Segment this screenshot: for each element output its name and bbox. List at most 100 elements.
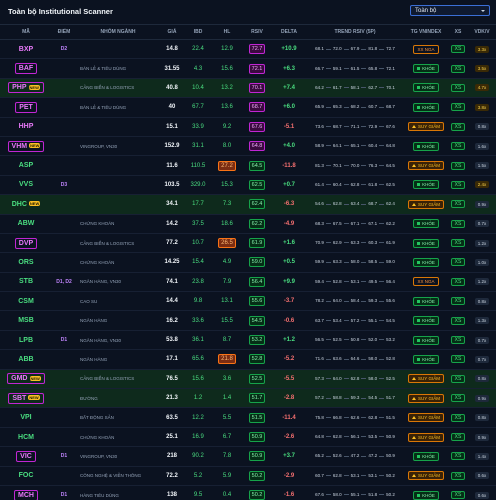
ticker-symbol: LPB	[19, 336, 33, 344]
table-row[interactable]: VHM NEW VINGROUP, VN30 152.9 31.1 8.0 64.8 +4.0…	[0, 136, 496, 157]
ticker[interactable]: PHP NEW	[8, 82, 44, 94]
ibd: 36.1	[192, 337, 204, 344]
ticker[interactable]: DVP	[14, 237, 38, 249]
ticker-symbol: GMD	[11, 375, 28, 383]
ticker[interactable]: ASP	[16, 161, 36, 170]
trend: 64.8 62.8 56.1 53.5 50.9	[315, 434, 395, 439]
ticker[interactable]: VIC	[16, 450, 36, 462]
table-row[interactable]: MSB NGÂN HÀNG 16.2 33.6 15.5 54.5 -0.6 63.7 53.4…	[0, 310, 496, 331]
table-row[interactable]: PHP NEW CẢNG BIỂN & LOGISTICS 40.8 10.4 13.2 7…	[0, 78, 496, 99]
table-cell: 4.7x	[468, 78, 496, 99]
trend-value: 67.9	[342, 46, 360, 51]
ticker[interactable]: BAF	[14, 63, 38, 75]
table-cell: -1.6	[272, 485, 306, 500]
column-header[interactable]: IBD	[184, 25, 212, 40]
table-row[interactable]: HHP 15.1 33.9 9.2 67.6 -5.1 73.6 68.7 71.1 72.9 67…	[0, 117, 496, 137]
table-row[interactable]: ABB NGÂN HÀNG 17.1 65.6 21.8 52.8 -5.2 71.6 63.6…	[0, 349, 496, 370]
delta: -2.9	[283, 472, 295, 479]
column-header[interactable]: DELTA	[272, 25, 306, 40]
table-row[interactable]: BXP D2 14.8 22.4 12.9 72.7 +10.9 68.1 72.0 67.9 81…	[0, 39, 496, 60]
table-row[interactable]: ABW CHỨNG KHOÁN 14.2 37.5 18.6 62.2 -4.9 68.3 67…	[0, 214, 496, 234]
ticker-symbol: VIC	[20, 452, 32, 460]
table-row[interactable]: PET BÁN LẺ & TIÊU DÙNG 40 67.7 13.6 68.7 +6.0 6…	[0, 97, 496, 118]
ticker-symbol: CSM	[18, 297, 34, 305]
table-row[interactable]: SBT NEW ĐƯỜNG 21.3 1.2 1.4 51.7 -2.8 57.2 58.8 59.…	[0, 388, 496, 409]
table-row[interactable]: FOC CÔNG NGHỆ & VIỄN THÔNG 72.2 5.2 5.9 50.2 -…	[0, 466, 496, 486]
table-row[interactable]: BAF BÁN LẺ & TIÊU DÙNG 31.55 4.3 15.6 72.1 +6.…	[0, 58, 496, 79]
table-cell: 9.2	[212, 117, 242, 137]
trend-value: 62.2	[377, 221, 395, 226]
table-row[interactable]: STB D1, D2 NGÂN HÀNG, VN30 74.1 23.8 7.9 56.4 +…	[0, 272, 496, 293]
trend-value: 52.8	[377, 356, 395, 361]
table-cell: XS	[448, 485, 468, 500]
table-cell: DHC NEW	[0, 194, 52, 215]
table-row[interactable]: GMD NEW CẢNG BIỂN & LOGISTICS 76.5 15.6 3.6 52…	[0, 369, 496, 390]
table-row[interactable]: ASP 11.6 110.5 27.2 64.5 -11.8 81.3 70.1 70.0 76.…	[0, 155, 496, 176]
filter-select[interactable]: Toàn bộ	[410, 5, 490, 16]
trend-value: 64.8	[315, 434, 324, 439]
table-row[interactable]: MCH D1 HÀNG TIÊU DÙNG 138 9.5 0.4 50.2 -1.6 67.6…	[0, 485, 496, 500]
ticker[interactable]: MSB	[15, 316, 37, 325]
table-row[interactable]: DVP CẢNG BIỂN & LOGISTICS 77.2 10.7 26.5 61.9…	[0, 233, 496, 254]
ticker[interactable]: ORS	[15, 258, 36, 267]
table-cell	[52, 291, 76, 312]
ticker[interactable]: LPB	[16, 336, 36, 345]
table-row[interactable]: ORS CHỨNG KHOÁN 14.25 15.4 4.9 59.0 +0.5 59.9 63…	[0, 252, 496, 273]
ticker[interactable]: HHP	[16, 122, 37, 131]
table-cell: ĐƯỜNG	[76, 388, 160, 409]
ticker[interactable]: STB	[16, 277, 36, 286]
table-cell: 72.2	[160, 466, 184, 486]
table-row[interactable]: DHC NEW 34.1 17.7 7.3 62.4 -6.3 54.6 62.8 63.4 68.…	[0, 194, 496, 215]
ticker[interactable]: VVS	[16, 180, 36, 189]
column-header[interactable]: VDK/V	[468, 25, 496, 40]
xs-badge: XS	[450, 45, 466, 54]
table-cell: XS	[448, 310, 468, 331]
ticker[interactable]: ABB	[15, 355, 36, 364]
ticker[interactable]: VPI	[17, 413, 34, 422]
ticker[interactable]: BXP	[16, 45, 36, 54]
table-row[interactable]: LPB D1 NGÂN HÀNG, VN30 53.8 36.1 8.7 53.2 +1.2 5…	[0, 330, 496, 351]
trend-value: 52.5	[324, 337, 342, 342]
ticker[interactable]: VHM NEW	[7, 140, 45, 152]
ticker[interactable]: PET	[15, 101, 37, 113]
trend-value: 51.5	[377, 415, 395, 420]
table-cell: CÔNG NGHỆ & VIỄN THÔNG	[76, 466, 160, 486]
column-header[interactable]: TREND RSIV (5P)	[306, 25, 404, 40]
ticker[interactable]: ABW	[15, 219, 38, 228]
table-cell	[52, 252, 76, 273]
ticker[interactable]: MCH	[14, 489, 38, 500]
table-cell: 77.2	[160, 233, 184, 254]
hl: 26.5	[218, 238, 236, 249]
table-cell: 55.6	[242, 291, 272, 312]
trend-value: 51.7	[377, 395, 395, 400]
table-row[interactable]: VIC D1 VINGROUP, VN30 218 90.2 7.8 50.9 +3.7 65.…	[0, 446, 496, 467]
price: 25.1	[166, 434, 178, 440]
table-cell: KHỎE	[404, 485, 448, 500]
rsiv: 51.5	[248, 412, 266, 423]
column-header[interactable]: XS	[448, 25, 468, 40]
table-cell: VHM NEW	[0, 136, 52, 157]
scanner-table: MÃ ĐIỂM NHÓM NGÀNH GIÁ IBD HL RSIV DELTA TREND R…	[0, 25, 496, 500]
trend-value: 68.2	[342, 104, 360, 109]
ticker[interactable]: GMD NEW	[7, 373, 45, 385]
trend-value: 60.4	[359, 143, 377, 148]
hl: 12.9	[221, 46, 233, 53]
column-header[interactable]: GIÁ	[160, 25, 184, 40]
ticker[interactable]: CSM	[15, 297, 37, 306]
column-header[interactable]: NHÓM NGÀNH	[76, 25, 160, 40]
hl: 5.9	[222, 472, 232, 479]
column-header[interactable]: MÃ	[0, 25, 52, 40]
table-row[interactable]: VVS D3 103.5 329.0 15.3 62.5 +0.7 61.4 60.4 62.8 6…	[0, 175, 496, 196]
ticker[interactable]: HCM	[15, 433, 37, 442]
column-header[interactable]: ĐIỂM	[52, 25, 76, 40]
table-row[interactable]: VPI BẤT ĐỘNG SẢN 63.5 12.2 5.5 51.5 -11.4 75.8 6…	[0, 407, 496, 428]
ticker[interactable]: DHC NEW	[9, 200, 44, 209]
column-header[interactable]: HL	[212, 25, 242, 40]
column-header[interactable]: TG VNINDEX	[404, 25, 448, 40]
ticker[interactable]: FOC	[16, 471, 37, 480]
table-row[interactable]: CSM CAO SU 14.4 9.8 13.1 55.6 -3.7 78.2 64.0 58.4…	[0, 291, 496, 312]
table-row[interactable]: HCM CHỨNG KHOÁN 25.1 16.9 6.7 50.9 -2.6 64.8 62.…	[0, 427, 496, 448]
ticker[interactable]: SBT NEW	[8, 392, 44, 404]
volume-ratio: 1.4x	[474, 452, 490, 460]
column-header[interactable]: RSIV	[242, 25, 272, 40]
